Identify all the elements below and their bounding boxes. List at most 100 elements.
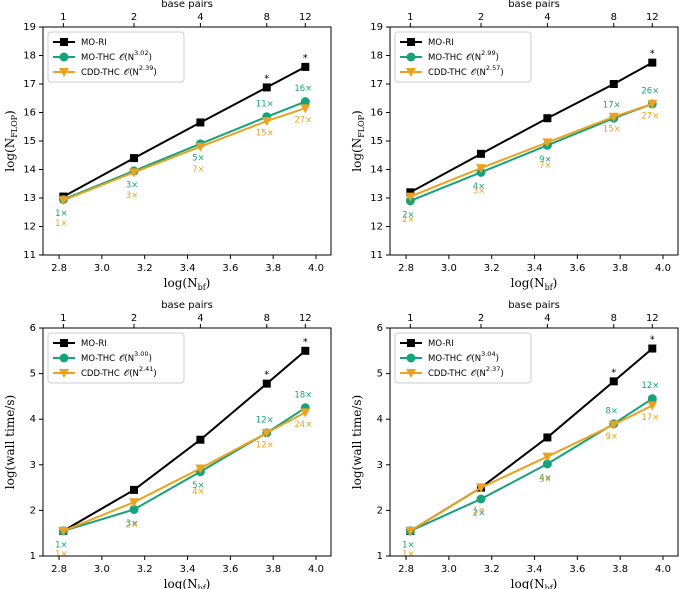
top-tick-label: 8 bbox=[611, 12, 617, 23]
legend-order: 𝒪(N bbox=[119, 53, 134, 63]
top-tick-label: 2 bbox=[131, 12, 137, 23]
legend-exponent: 3.04 bbox=[481, 350, 495, 358]
marker bbox=[647, 99, 658, 109]
speedup-label: 16× bbox=[294, 84, 312, 94]
speedup-label: 3× bbox=[539, 475, 552, 485]
x-tick-label: 3.8 bbox=[265, 263, 281, 274]
legend-order-end: ) bbox=[149, 53, 152, 63]
legend-marker bbox=[406, 353, 416, 363]
legend-exponent: 3.00 bbox=[134, 350, 148, 358]
marker bbox=[300, 97, 310, 107]
axis-label-text: log(N bbox=[3, 138, 17, 172]
marker bbox=[195, 142, 206, 152]
speedup-label: 1× bbox=[55, 540, 68, 550]
marker bbox=[261, 117, 272, 127]
star-annotation: * bbox=[650, 49, 655, 60]
legend-name: MO-RI bbox=[428, 339, 454, 349]
legend-name: CDD-THC bbox=[428, 68, 467, 78]
legend-order: 𝒪(N bbox=[466, 53, 481, 63]
legend-name: MO-THC bbox=[81, 354, 115, 364]
axis-label-text: log(wall time/s) bbox=[3, 395, 17, 489]
legend-exponent: 2.57 bbox=[486, 64, 500, 72]
legend-label: CDD-THC 𝒪(N2.57) bbox=[428, 64, 504, 78]
speedup-label: 27× bbox=[641, 111, 659, 121]
x-tick-label: 3.0 bbox=[94, 564, 110, 575]
speedup-label: 15× bbox=[256, 129, 274, 139]
y-tick-label: 11 bbox=[370, 250, 383, 261]
speedup-label: 1× bbox=[55, 549, 68, 559]
marker bbox=[262, 83, 271, 92]
legend-marker bbox=[406, 68, 416, 77]
legend-exponent: 2.37 bbox=[486, 365, 500, 373]
marker bbox=[476, 164, 487, 174]
speedup-label: 1× bbox=[402, 549, 415, 559]
top-tick-label: 12 bbox=[299, 12, 312, 23]
speedup-label: 2× bbox=[473, 509, 486, 519]
legend-name: MO-THC bbox=[81, 53, 115, 63]
y-tick-label: 19 bbox=[370, 22, 383, 33]
legend-label: MO-RI bbox=[428, 38, 454, 48]
y-tick-label: 18 bbox=[370, 51, 383, 62]
marker bbox=[608, 420, 619, 430]
axis-label-sub: FLOP bbox=[10, 114, 19, 137]
top-axis-label: base pairs bbox=[508, 300, 560, 311]
marker bbox=[647, 394, 657, 404]
top-tick-label: 8 bbox=[264, 313, 270, 324]
marker bbox=[542, 459, 552, 469]
speedup-label: 18× bbox=[294, 390, 312, 400]
top-tick-label: 12 bbox=[299, 313, 312, 324]
marker bbox=[196, 435, 205, 444]
legend-order: 𝒪(N bbox=[466, 354, 481, 364]
y-tick-label: 5 bbox=[30, 369, 36, 380]
x-tick-label: 2.8 bbox=[398, 263, 414, 274]
legend-order-end: ) bbox=[149, 354, 152, 364]
axis-label-sub: bf bbox=[198, 283, 207, 292]
legend-label: MO-RI bbox=[81, 339, 107, 349]
marker bbox=[300, 408, 311, 418]
legend-label: MO-THC 𝒪(N3.02) bbox=[81, 49, 152, 63]
marker bbox=[130, 154, 139, 163]
x-tick-label: 3.6 bbox=[569, 263, 585, 274]
x-tick-label: 4.0 bbox=[655, 263, 671, 274]
legend-name: CDD-THC bbox=[428, 369, 467, 379]
x-tick-label: 3.4 bbox=[180, 263, 196, 274]
speedup-label: 12× bbox=[256, 415, 274, 425]
y-tick-label: 4 bbox=[377, 414, 383, 425]
legend-box bbox=[394, 332, 532, 384]
speedup-label: 26× bbox=[641, 86, 659, 96]
y-tick-label: 15 bbox=[370, 136, 383, 147]
axis-label-tail: ) bbox=[3, 110, 17, 115]
marker bbox=[647, 401, 658, 411]
y-tick-label: 14 bbox=[370, 165, 383, 176]
marker bbox=[301, 346, 310, 355]
y-tick-label: 17 bbox=[23, 79, 36, 90]
speedup-label: 4× bbox=[473, 182, 486, 192]
x-tick-label: 2.8 bbox=[51, 263, 67, 274]
axis-label-text: log(N bbox=[350, 138, 364, 172]
legend-marker bbox=[59, 353, 69, 363]
axis-label-tail: ) bbox=[350, 110, 364, 115]
marker bbox=[609, 377, 618, 386]
y-tick-label: 12 bbox=[23, 222, 36, 233]
legend-marker bbox=[59, 52, 69, 62]
marker bbox=[542, 138, 553, 148]
top-axis-label: base pairs bbox=[161, 0, 213, 10]
x-tick-label: 3.2 bbox=[137, 263, 153, 274]
marker bbox=[58, 526, 69, 536]
star-annotation: * bbox=[611, 367, 616, 378]
speedup-label: 15× bbox=[603, 124, 621, 134]
axis-label: log(NFLOP) bbox=[3, 110, 19, 171]
y-tick-label: 1 bbox=[377, 551, 383, 562]
speedup-label: 7× bbox=[539, 161, 552, 171]
axis-label: log(Nbf) bbox=[511, 577, 558, 589]
top-tick-label: 1 bbox=[407, 313, 413, 324]
legend-order-end: ) bbox=[153, 369, 156, 379]
marker bbox=[405, 526, 416, 536]
speedup-label: 4× bbox=[192, 487, 205, 497]
legend-exponent: 2.99 bbox=[481, 49, 495, 57]
axis-label-sub: bf bbox=[198, 584, 207, 589]
x-tick-label: 3.6 bbox=[222, 564, 238, 575]
x-tick-label: 3.0 bbox=[441, 263, 457, 274]
y-tick-label: 6 bbox=[377, 323, 383, 334]
marker bbox=[406, 188, 415, 197]
